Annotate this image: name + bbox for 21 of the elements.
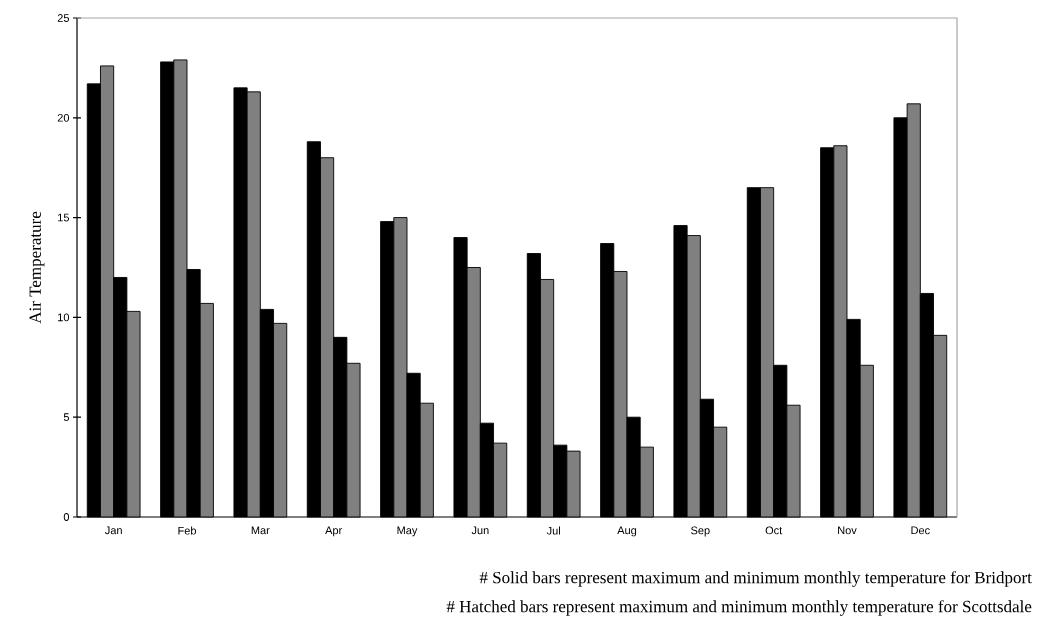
x-tick-label: Oct (765, 526, 783, 535)
x-tick-label: Apr (325, 526, 343, 537)
y-tick-label: 10 (58, 313, 70, 322)
y-axis-title: Air Temperature (29, 211, 45, 324)
x-tick-label: Sep (691, 526, 710, 537)
y-tick-label: 0 (63, 513, 70, 521)
x-tick-label: Feb (178, 526, 197, 535)
x-tick-label: Jan (104, 526, 122, 535)
x-tick-label: Mar (251, 526, 270, 535)
text: # Hatched bars represent maximum and minimum monthly temperature for Scottsdale (446, 600, 1032, 616)
x-tick-label: May (397, 526, 418, 537)
x-tick-label: Jul (546, 526, 560, 535)
x-tick-label: Aug (617, 526, 637, 537)
y-tick-label: 5 (63, 413, 70, 422)
y-tick-label: 15 (58, 213, 70, 222)
y-tick-label: 25 (57, 14, 70, 22)
y-tick-label: 20 (57, 113, 70, 122)
x-tick-label: Dec (911, 526, 930, 535)
x-tick-label: Jun (471, 526, 489, 535)
text: # Solid bars represent maximum and minimum monthly temperature for Bridport (479, 571, 1032, 587)
x-tick-label: Nov (838, 526, 857, 535)
